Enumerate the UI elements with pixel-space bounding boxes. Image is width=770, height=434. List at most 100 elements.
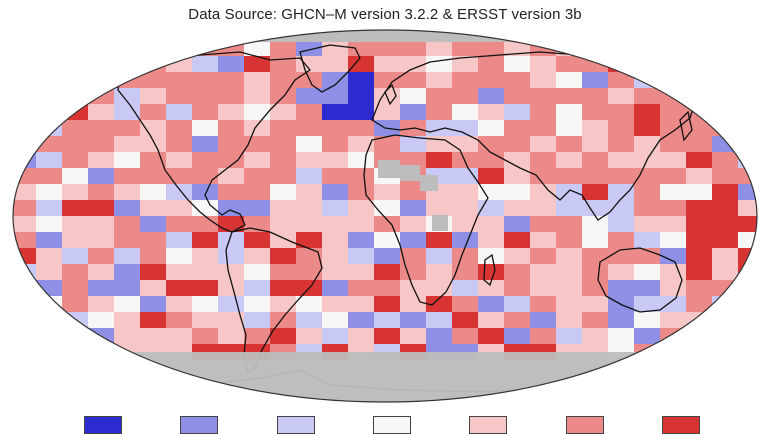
anomaly-cell	[712, 88, 738, 104]
anomaly-cell	[660, 120, 686, 136]
anomaly-cell	[712, 40, 738, 56]
anomaly-cell	[582, 88, 608, 104]
anomaly-cell	[322, 312, 348, 328]
anomaly-cell	[634, 264, 660, 280]
anomaly-cell	[556, 88, 582, 104]
anomaly-cell	[114, 248, 140, 264]
anomaly-cell	[270, 184, 296, 200]
anomaly-cell	[686, 312, 712, 328]
anomaly-cell	[660, 88, 686, 104]
anomaly-cell	[88, 296, 114, 312]
anomaly-cell	[764, 232, 770, 248]
anomaly-cell	[270, 296, 296, 312]
legend-swatch-cool	[180, 416, 218, 434]
anomaly-cell	[556, 104, 582, 120]
anomaly-cell	[218, 136, 244, 152]
anomaly-cell	[504, 136, 530, 152]
anomaly-cell	[686, 152, 712, 168]
anomaly-cell	[192, 72, 218, 88]
no-data-cell	[378, 160, 400, 178]
anomaly-cell	[504, 120, 530, 136]
anomaly-cell	[686, 296, 712, 312]
anomaly-cell	[322, 136, 348, 152]
anomaly-cell	[88, 56, 114, 72]
anomaly-cell	[192, 120, 218, 136]
anomaly-cell	[218, 72, 244, 88]
anomaly-cell	[374, 328, 400, 344]
anomaly-cell	[62, 216, 88, 232]
anomaly-cell	[478, 296, 504, 312]
anomaly-cell	[322, 104, 348, 120]
anomaly-cell	[166, 40, 192, 56]
anomaly-cell	[608, 136, 634, 152]
anomaly-cell	[114, 216, 140, 232]
legend-swatch-strong-cool	[84, 416, 122, 434]
anomaly-cell	[712, 248, 738, 264]
anomaly-cell	[764, 328, 770, 344]
anomaly-cell	[452, 184, 478, 200]
anomaly-cell	[504, 232, 530, 248]
anomaly-cell	[13, 104, 36, 120]
anomaly-cell	[582, 72, 608, 88]
anomaly-cell	[504, 56, 530, 72]
anomaly-cell	[738, 40, 757, 56]
anomaly-cell	[374, 216, 400, 232]
anomaly-cell	[504, 168, 530, 184]
anomaly-cell	[374, 184, 400, 200]
anomaly-cell	[608, 88, 634, 104]
anomaly-cell	[36, 344, 62, 360]
anomaly-cell	[582, 136, 608, 152]
anomaly-cell	[608, 232, 634, 248]
anomaly-cell	[452, 56, 478, 72]
anomaly-cell	[348, 120, 374, 136]
anomaly-cell	[504, 88, 530, 104]
anomaly-cell	[348, 136, 374, 152]
anomaly-cell	[244, 40, 270, 56]
anomaly-cell	[738, 264, 757, 280]
anomaly-cell	[114, 328, 140, 344]
anomaly-cell	[530, 104, 556, 120]
anomaly-cell	[296, 312, 322, 328]
anomaly-cell	[660, 344, 686, 360]
anomaly-cell	[140, 264, 166, 280]
anomaly-cell	[530, 248, 556, 264]
anomaly-cell	[322, 56, 348, 72]
anomaly-cell	[270, 120, 296, 136]
anomaly-cell	[712, 120, 738, 136]
anomaly-cell	[530, 184, 556, 200]
anomaly-cell	[686, 328, 712, 344]
anomaly-cell	[62, 120, 88, 136]
anomaly-cell	[166, 152, 192, 168]
anomaly-cell	[166, 200, 192, 216]
anomaly-cell	[13, 168, 36, 184]
anomaly-cell	[192, 168, 218, 184]
anomaly-cell	[166, 280, 192, 296]
anomaly-cell	[400, 152, 426, 168]
anomaly-cell	[218, 232, 244, 248]
anomaly-cell	[712, 184, 738, 200]
anomaly-cell	[192, 200, 218, 216]
anomaly-cell	[36, 104, 62, 120]
anomaly-cell	[608, 248, 634, 264]
anomaly-cell	[530, 72, 556, 88]
anomaly-cell	[62, 280, 88, 296]
anomaly-cell	[400, 296, 426, 312]
anomaly-cell	[244, 328, 270, 344]
anomaly-cell	[348, 56, 374, 72]
anomaly-cell	[374, 280, 400, 296]
anomaly-cell	[660, 248, 686, 264]
anomaly-cell	[686, 184, 712, 200]
anomaly-cell	[114, 56, 140, 72]
anomaly-cell	[452, 280, 478, 296]
anomaly-cell	[88, 152, 114, 168]
anomaly-cell	[296, 88, 322, 104]
anomaly-cell	[608, 72, 634, 88]
anomaly-cell	[374, 248, 400, 264]
anomaly-cell	[712, 152, 738, 168]
anomaly-cell	[582, 168, 608, 184]
anomaly-cell	[556, 184, 582, 200]
anomaly-cell	[478, 216, 504, 232]
anomaly-cell	[296, 168, 322, 184]
anomaly-cell	[582, 328, 608, 344]
anomaly-cell	[166, 312, 192, 328]
